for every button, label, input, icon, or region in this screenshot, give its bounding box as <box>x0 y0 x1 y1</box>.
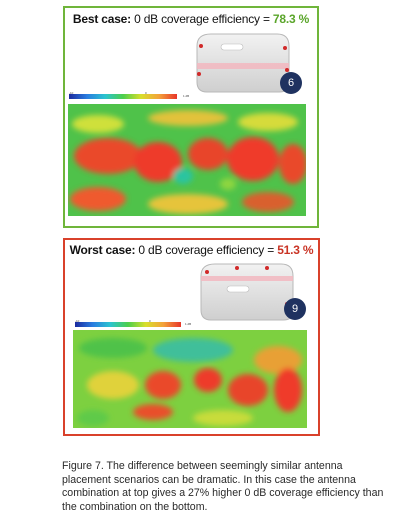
colorbar-worst-right: 1 dB <box>185 322 192 326</box>
best-case-label: Best case: <box>72 12 131 26</box>
colorbar-best-right: 1 dB <box>183 94 190 98</box>
colorbar-best-left: -10 <box>69 91 74 95</box>
best-case-efficiency: 78.3 % <box>272 12 310 26</box>
best-case-title: Best case: 0 dB coverage efficiency = 78… <box>65 12 317 26</box>
best-case-text: 0 dB coverage efficiency = <box>130 12 273 26</box>
colorbar-worst <box>75 322 181 327</box>
scenario-badge-9: 9 <box>284 298 306 320</box>
scenario-badge-6: 6 <box>280 72 302 94</box>
colorbar-best <box>69 94 177 99</box>
worst-case-title: Worst case: 0 dB coverage efficiency = 5… <box>65 243 318 257</box>
worst-case-text: 0 dB coverage efficiency = <box>135 243 278 257</box>
coverage-heatmap-worst <box>73 330 307 428</box>
colorbar-worst-mid: 0 <box>149 319 151 323</box>
figure-caption: Figure 7. The difference between seeming… <box>62 460 384 513</box>
worst-case-label: Worst case: <box>69 243 136 257</box>
colorbar-best-mid: 0 <box>145 91 147 95</box>
device-illustration-worst <box>200 263 294 321</box>
worst-case-efficiency: 51.3 % <box>277 243 314 257</box>
heatmap-best-yaxis <box>311 104 319 216</box>
worst-case-panel: Worst case: 0 dB coverage efficiency = 5… <box>63 238 320 436</box>
colorbar-worst-left: -10 <box>75 319 80 323</box>
coverage-heatmap-best <box>68 104 306 216</box>
device-illustration-best <box>196 33 290 93</box>
best-case-panel: Best case: 0 dB coverage efficiency = 78… <box>63 6 319 228</box>
